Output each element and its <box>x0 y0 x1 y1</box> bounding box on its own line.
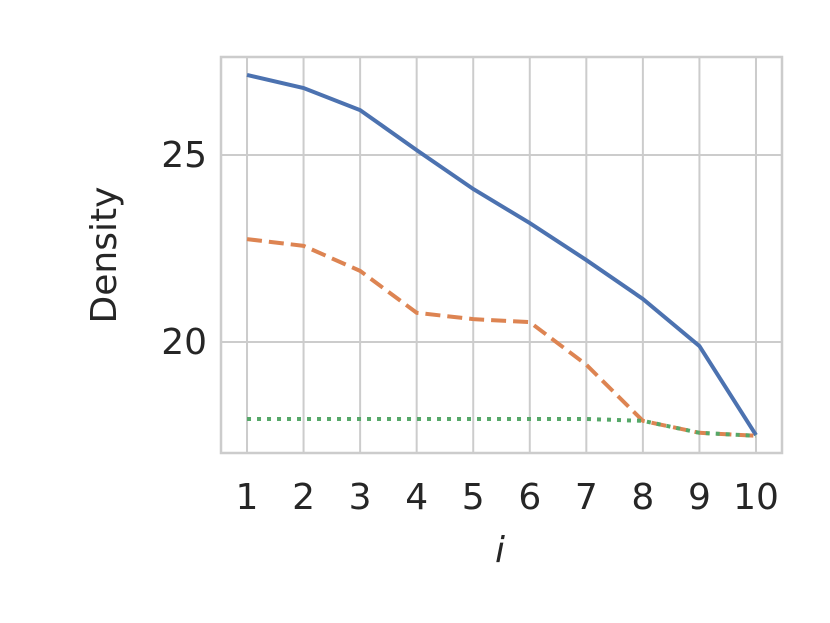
line-series <box>246 73 758 437</box>
line-series <box>246 237 757 438</box>
x-tick-label: 4 <box>405 477 428 518</box>
x-tick-label: 1 <box>236 477 259 518</box>
x-axis-label: i <box>495 530 505 571</box>
x-tick-label: 8 <box>631 477 654 518</box>
x-tick-label: 3 <box>349 477 372 518</box>
x-tick-label: 5 <box>462 477 485 518</box>
y-tick-label: 20 <box>161 322 207 363</box>
x-tick-label: 6 <box>518 477 541 518</box>
x-tick-label: 2 <box>292 477 315 518</box>
y-tick-label: 25 <box>161 135 207 176</box>
x-tick-label: 10 <box>733 477 779 518</box>
x-tick-label: 7 <box>575 477 598 518</box>
x-tick-label: 9 <box>688 477 711 518</box>
line-series <box>247 416 757 438</box>
y-axis-label: Density <box>84 187 125 324</box>
plot-frame <box>219 55 784 455</box>
